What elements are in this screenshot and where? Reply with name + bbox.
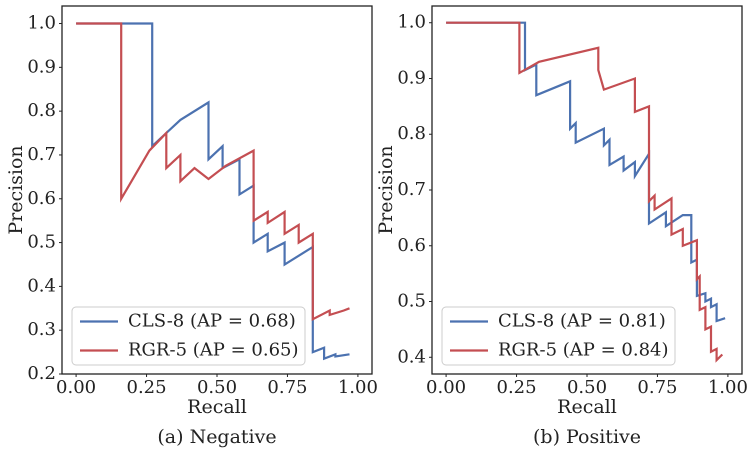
- x-tick-label: 0.50: [197, 377, 237, 398]
- y-tick-label: 0.9: [27, 56, 56, 77]
- y-tick-label: 0.6: [27, 188, 56, 209]
- x-axis-label: Recall: [187, 396, 247, 418]
- x-tick-label: 1.00: [338, 377, 378, 398]
- x-tick-label: 1.00: [708, 377, 748, 398]
- y-tick-label: 0.4: [27, 275, 56, 296]
- y-axis-label: Precision: [375, 145, 397, 234]
- caption: (b) Positive: [533, 426, 641, 448]
- y-tick-label: 0.7: [397, 179, 426, 200]
- x-tick-label: 0.25: [127, 377, 167, 398]
- y-tick-label: 1.0: [27, 13, 56, 34]
- axes-frame: [431, 5, 743, 375]
- legend-box: [71, 306, 306, 366]
- y-tick-label: 1.0: [397, 12, 426, 33]
- legend-label: RGR-5 (AP = 0.65): [128, 340, 299, 361]
- axes-frame: [61, 5, 373, 375]
- legend-label: CLS-8 (AP = 0.68): [128, 311, 296, 332]
- x-axis-label: Recall: [557, 396, 617, 418]
- x-tick-label: 0.25: [497, 377, 537, 398]
- y-tick-label: 0.4: [397, 346, 426, 367]
- x-tick-label: 0.50: [567, 377, 607, 398]
- y-axis-label: Precision: [5, 145, 27, 234]
- legend-box: [441, 306, 676, 366]
- x-tick-label: 0.00: [426, 377, 466, 398]
- y-tick-label: 0.8: [397, 123, 426, 144]
- x-tick-label: 0.75: [637, 377, 677, 398]
- x-tick-label: 0.75: [267, 377, 307, 398]
- y-tick-label: 0.8: [27, 100, 56, 121]
- y-tick-label: 0.6: [397, 235, 426, 256]
- series-line: [446, 21, 724, 363]
- y-tick-label: 0.9: [397, 67, 426, 88]
- series-line: [446, 21, 726, 323]
- series-line: [76, 22, 350, 322]
- caption: (a) Negative: [157, 426, 276, 448]
- y-tick-label: 0.2: [27, 363, 56, 384]
- legend-label: RGR-5 (AP = 0.84): [498, 340, 669, 361]
- y-tick-label: 0.3: [27, 319, 56, 340]
- y-tick-label: 0.5: [397, 291, 426, 312]
- y-tick-label: 0.5: [27, 232, 56, 253]
- y-tick-label: 0.7: [27, 144, 56, 165]
- legend-label: CLS-8 (AP = 0.81): [498, 311, 666, 332]
- x-tick-label: 0.00: [56, 377, 96, 398]
